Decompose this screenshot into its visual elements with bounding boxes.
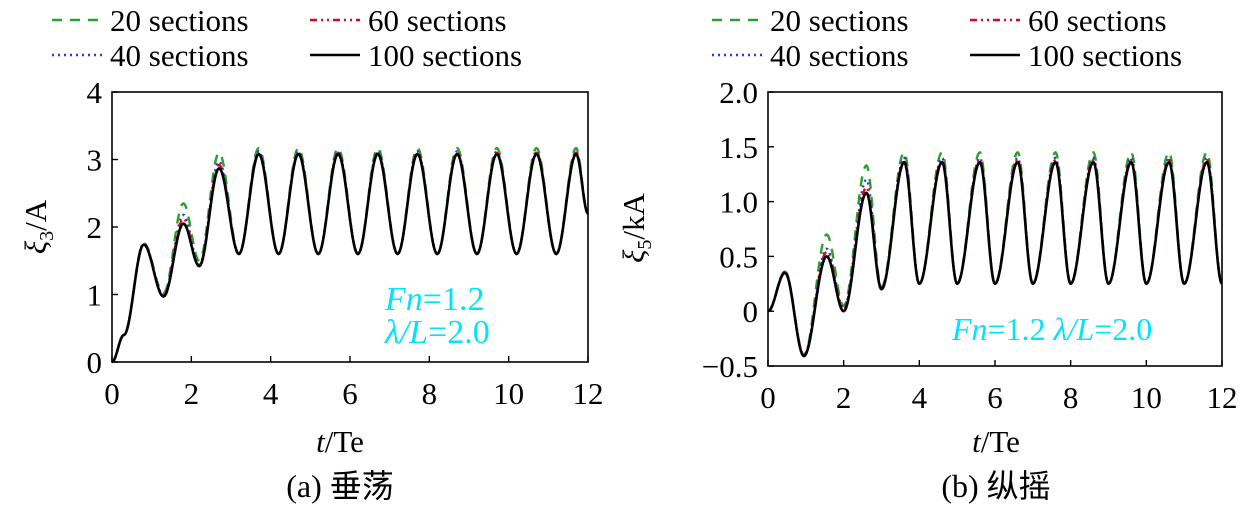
legend-item: 20 sections bbox=[52, 3, 249, 38]
panel-caption: (b) 纵摇 bbox=[941, 468, 1050, 504]
legend-item: 60 sections bbox=[310, 3, 507, 38]
y-tick-label: 3 bbox=[87, 143, 103, 178]
annotation: λ/L=2.0 bbox=[384, 314, 490, 351]
x-tick-label: 6 bbox=[342, 376, 358, 411]
x-tick-label: 0 bbox=[760, 380, 776, 415]
legend-item: 40 sections bbox=[712, 38, 909, 73]
panel-caption: (a) 垂荡 bbox=[286, 468, 394, 504]
legend-label: 60 sections bbox=[368, 3, 507, 38]
x-tick-label: 8 bbox=[422, 376, 438, 411]
x-tick-label: 0 bbox=[104, 376, 120, 411]
x-axis-label: t/Te bbox=[316, 424, 364, 459]
x-axis-label: t/Te bbox=[972, 424, 1020, 459]
series-group bbox=[768, 151, 1222, 358]
x-tick-label: 2 bbox=[184, 376, 200, 411]
series-group bbox=[112, 146, 588, 364]
x-tick-label: 4 bbox=[263, 376, 279, 411]
legend: 20 sections 60 sections 40 sections 100 sec… bbox=[712, 3, 1182, 73]
x-tick-label: 10 bbox=[1131, 380, 1162, 415]
x-tick-label: 12 bbox=[573, 376, 604, 411]
legend-label: 40 sections bbox=[110, 38, 249, 73]
series-line-40-sections bbox=[112, 150, 588, 364]
legend-item: 20 sections bbox=[712, 3, 909, 38]
legend-label: 20 sections bbox=[110, 3, 249, 38]
series-line-20-sections bbox=[112, 146, 588, 364]
legend-item: 100 sections bbox=[970, 38, 1182, 73]
x-tick-label: 8 bbox=[1063, 380, 1079, 415]
x-tick-label: 4 bbox=[912, 380, 928, 415]
y-tick-label: 0 bbox=[743, 294, 759, 329]
legend-label: 20 sections bbox=[770, 3, 909, 38]
legend-label: 60 sections bbox=[1028, 3, 1167, 38]
y-axis-label: ξ3/A bbox=[18, 199, 58, 254]
y-axis-label: ξ5/kA bbox=[616, 192, 656, 262]
y-tick-label: 1 bbox=[87, 278, 103, 313]
legend-label: 100 sections bbox=[1028, 38, 1182, 73]
y-tick-label: 1.0 bbox=[719, 185, 758, 220]
annotation: Fn=1.2 bbox=[384, 281, 484, 318]
annotation: Fn=1.2 λ/L=2.0 bbox=[951, 311, 1152, 347]
panel-a: 20 sections 60 sections 40 sections 100 sec… bbox=[18, 3, 604, 504]
x-tick-label: 2 bbox=[836, 380, 852, 415]
panel-b: 20 sections 60 sections 40 sections 100 sec… bbox=[616, 3, 1238, 504]
legend-item: 60 sections bbox=[970, 3, 1167, 38]
y-tick-label: 2 bbox=[87, 210, 103, 245]
series-line-60-sections bbox=[112, 151, 588, 364]
x-tick-label: 12 bbox=[1207, 380, 1238, 415]
y-tick-label: 4 bbox=[87, 75, 103, 110]
legend-label: 100 sections bbox=[368, 38, 522, 73]
series-line-100-sections bbox=[768, 160, 1222, 358]
y-tick-label: 0.5 bbox=[719, 239, 758, 274]
y-tick-label: 0 bbox=[87, 345, 103, 380]
series-line-100-sections bbox=[112, 152, 588, 364]
x-tick-label: 10 bbox=[493, 376, 524, 411]
y-tick-label: 2.0 bbox=[719, 75, 758, 110]
legend: 20 sections 60 sections 40 sections 100 sec… bbox=[52, 3, 522, 73]
y-tick-label: −0.5 bbox=[702, 349, 758, 384]
legend-item: 40 sections bbox=[52, 38, 249, 73]
y-tick-label: 1.5 bbox=[719, 130, 758, 165]
legend-label: 40 sections bbox=[770, 38, 909, 73]
legend-item: 100 sections bbox=[310, 38, 522, 73]
x-tick-label: 6 bbox=[987, 380, 1003, 415]
